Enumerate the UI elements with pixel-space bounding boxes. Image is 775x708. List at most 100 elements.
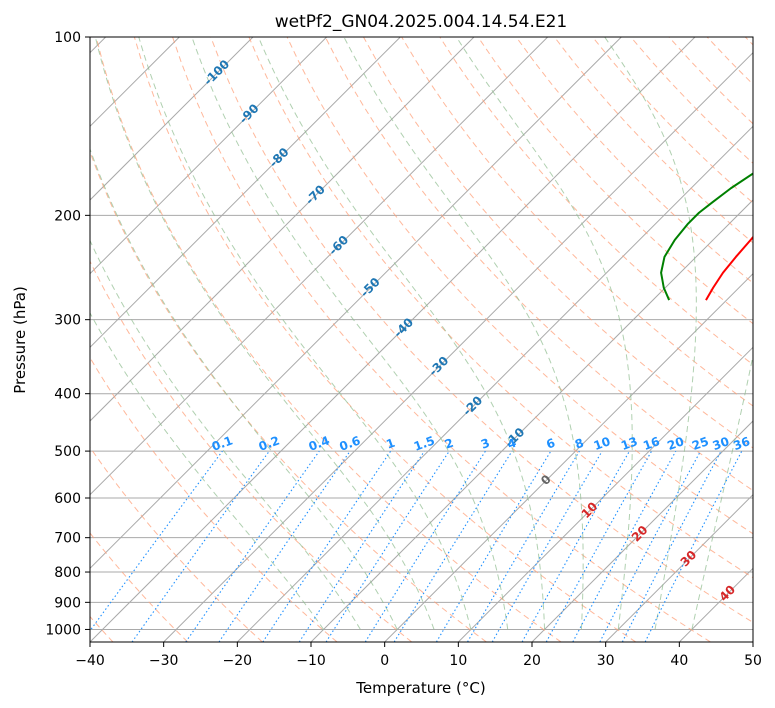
isotherm-line <box>310 199 753 642</box>
dry-adiabat <box>744 37 753 46</box>
isotherm-line <box>384 272 753 642</box>
mixing-ratio-label: 30 <box>711 434 731 453</box>
dry-adiabat <box>515 37 753 284</box>
mixing-ratio-label: 13 <box>619 434 639 453</box>
isotherm-line <box>90 37 475 422</box>
moist-adiabat <box>90 147 398 630</box>
dry-adiabat <box>324 37 753 492</box>
isotherm-line <box>90 37 622 570</box>
moist-adiabat <box>604 37 697 630</box>
mixing-ratio-line <box>467 450 580 642</box>
grid-layer <box>90 37 753 642</box>
mixing-ratio-label: 36 <box>731 434 751 453</box>
y-tick-label: 200 <box>54 208 81 224</box>
moist-adiabat <box>191 37 509 630</box>
y-tick-label: 400 <box>54 387 81 403</box>
moist-adiabat <box>90 311 324 630</box>
mixing-ratio-label: 0.2 <box>257 433 282 453</box>
isotherm-line <box>531 420 753 642</box>
dry-adiabat <box>248 37 753 579</box>
isotherm-line <box>678 567 753 642</box>
x-tick-label: −30 <box>149 653 179 669</box>
dry-adiabat <box>90 260 413 642</box>
x-tick-label: 40 <box>670 653 688 669</box>
mixing-ratio-label: 3 <box>479 436 492 452</box>
x-tick-label: 30 <box>597 653 615 669</box>
dry-adiabat <box>95 37 562 642</box>
y-axis-title: Pressure (hPa) <box>11 286 29 394</box>
dewpoint-profile-line <box>660 172 753 301</box>
chart-title: wetPf2_GN04.2025.004.14.54.E21 <box>275 12 567 32</box>
mixing-ratio-line <box>521 450 630 642</box>
y-tick-label: 500 <box>54 444 81 460</box>
mixing-ratio-line <box>435 450 552 642</box>
dry-adiabat <box>90 356 338 642</box>
x-tick-label: 20 <box>523 653 541 669</box>
y-tick-label: 600 <box>54 491 81 507</box>
mixing-ratio-line <box>218 450 351 642</box>
x-tick-label: −20 <box>223 653 253 669</box>
isotherm-line <box>457 346 753 642</box>
x-axis-title: Temperature (°C) <box>355 679 485 697</box>
isotherm-line <box>605 493 753 642</box>
x-tick-label: 0 <box>380 653 389 669</box>
dry-adiabat <box>90 150 487 642</box>
dry-adiabat <box>90 446 263 642</box>
mixing-ratio-label: 0.4 <box>307 433 332 453</box>
x-tick-label: −40 <box>75 653 105 669</box>
mixing-ratio-line <box>599 450 702 642</box>
mixing-ratio-line <box>262 450 392 642</box>
isotherm-line <box>90 37 549 496</box>
moist-adiabat <box>257 37 546 630</box>
isotherm-line <box>752 641 753 642</box>
temperature-profile-line <box>705 235 753 301</box>
y-tick-label: 1000 <box>45 622 81 638</box>
y-tick-label: 900 <box>54 595 81 611</box>
mixing-ratio-label: 0.1 <box>210 433 235 453</box>
dry-adiabat <box>477 37 753 325</box>
mixing-ratio-line <box>545 450 653 642</box>
mixing-ratio-label: 6 <box>544 436 557 452</box>
mixing-ratio-line <box>644 450 743 642</box>
axis-layer: −40 −30 −20 −10 0 10 20 30 40 50 1000 900 800 700 600 5… <box>45 30 762 669</box>
dry-adiabat <box>553 37 753 244</box>
moist-adiabat <box>94 37 435 630</box>
dry-adiabat <box>286 37 753 535</box>
moist-adiabat <box>138 37 472 630</box>
dry-adiabat <box>210 37 753 624</box>
mixing-ratio-label: 20 <box>665 434 685 453</box>
y-tick-label: 700 <box>54 531 81 547</box>
mixing-ratio-line <box>185 450 320 642</box>
mixing-ratio-line <box>298 450 425 642</box>
x-tick-label: −10 <box>296 653 326 669</box>
moist-adiabat <box>90 239 361 630</box>
y-tick-label: 800 <box>54 565 81 581</box>
mixing-ratio-label: 2 <box>443 436 456 452</box>
mixing-ratio-label: 1.5 <box>412 433 437 453</box>
dry-adiabat <box>706 37 753 86</box>
mixing-ratio-label: 10 <box>592 434 612 453</box>
mixing-ratio-line <box>572 450 677 642</box>
isotherm-line <box>163 51 753 642</box>
moist-adiabat <box>455 37 633 630</box>
mixing-ratio-label: 25 <box>690 434 710 453</box>
isotherm-line <box>90 37 254 201</box>
isotherm-line <box>90 37 696 642</box>
mixing-ratio-line <box>364 450 486 642</box>
mixing-ratio-line <box>325 450 450 642</box>
mixing-ratio-line <box>90 450 223 632</box>
dry-adiabat <box>133 37 637 642</box>
moist-adiabat <box>691 353 753 630</box>
x-tick-label: 50 <box>744 653 762 669</box>
y-tick-label: 100 <box>54 30 81 46</box>
isotherm-line <box>90 37 401 349</box>
mixing-ratio-line <box>131 450 270 642</box>
dry-adiabat <box>172 37 711 642</box>
mixing-ratio-label: 0.6 <box>338 433 363 453</box>
y-tick-label: 300 <box>54 313 81 329</box>
plot-frame <box>89 36 754 643</box>
isotherm-line <box>90 37 328 275</box>
mixing-ratio-line <box>393 450 513 642</box>
mixing-ratio-label: 1 <box>384 436 397 452</box>
